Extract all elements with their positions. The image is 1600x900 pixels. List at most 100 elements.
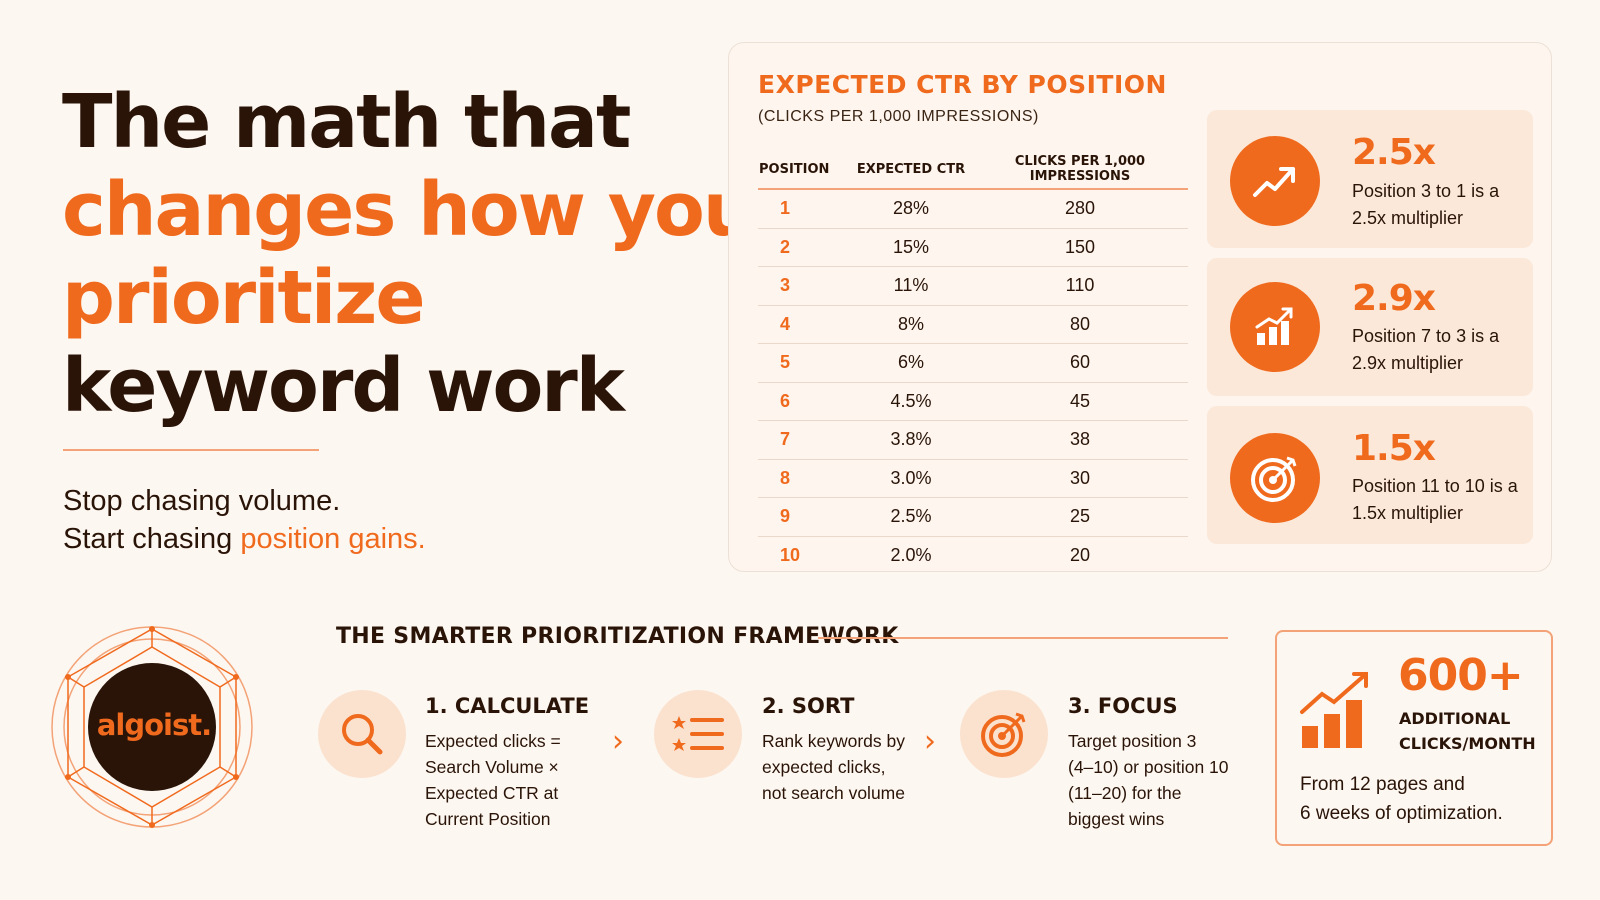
result-body-line: 6 weeks of optimization. (1300, 803, 1503, 824)
ctr-table-header: POSITION EXPECTED CTR CLICKS PER 1,000 I… (758, 150, 1188, 190)
subtitle: Stop chasing volume. Start chasing posit… (63, 482, 426, 558)
row-clicks: 80 (972, 305, 1188, 344)
row-clicks: 45 (972, 382, 1188, 421)
subtitle-highlight: position gains. (240, 523, 426, 555)
row-position: 6 (758, 382, 850, 421)
chevron-right-icon: › (924, 724, 936, 759)
row-position: 2 (758, 228, 850, 267)
row-clicks: 150 (972, 228, 1188, 267)
row-clicks: 38 (972, 420, 1188, 460)
growth-chart-icon (1300, 668, 1376, 755)
multiplier-value-2: 2.9x (1352, 278, 1436, 319)
row-ctr: 3.0% (850, 459, 972, 498)
multiplier-text-1: Position 3 to 1 is a 2.5x multiplier (1352, 181, 1500, 228)
table-row: 2 15% 150 (758, 228, 1188, 267)
chevron-right-icon: › (612, 724, 624, 759)
multiplier-value-3: 1.5x (1352, 428, 1436, 469)
step-2-body: Rank keywords by expected clicks, not se… (762, 728, 905, 806)
row-clicks: 60 (972, 343, 1188, 383)
logo (50, 625, 254, 829)
bar-chart-up-icon (1230, 282, 1320, 372)
result-label: ADDITIONAL CLICKS/MONTH (1399, 706, 1549, 756)
trend-up-icon (1230, 136, 1320, 226)
row-position: 1 (758, 189, 850, 229)
row-ctr: 28% (850, 189, 972, 229)
row-position: 7 (758, 420, 850, 460)
row-position: 5 (758, 343, 850, 383)
table-row: 8 3.0% 30 (758, 459, 1188, 498)
table-row: 1 28% 280 (758, 189, 1188, 229)
row-ctr: 15% (850, 228, 972, 267)
row-position: 8 (758, 459, 850, 498)
target-icon (1230, 433, 1320, 523)
target-icon (960, 690, 1048, 778)
step-3-line: Target position 3 (1068, 731, 1197, 751)
step-1-line: Expected clicks = (425, 731, 561, 751)
row-position: 10 (780, 544, 801, 565)
row-clicks: 25 (972, 497, 1188, 537)
row-clicks: 110 (972, 266, 1188, 306)
ctr-table: POSITION EXPECTED CTR CLICKS PER 1,000 I… (758, 150, 1188, 574)
result-label-line: CLICKS/MONTH (1399, 734, 1536, 753)
row-ctr: 11% (850, 266, 972, 306)
search-icon (318, 690, 406, 778)
table-row: 5 6% 60 (758, 343, 1188, 383)
step-1-line: Search Volume × (425, 757, 559, 777)
framework-divider (818, 637, 1228, 639)
step-2-heading: 2. SORT (762, 694, 855, 718)
table-row: 3 11% 110 (758, 266, 1188, 306)
headline-line-4: keyword work (62, 343, 625, 429)
headline-line-1: The math that (62, 79, 631, 165)
step-1-body: Expected clicks = Search Volume × Expect… (425, 728, 561, 832)
row-position: 3 (758, 266, 850, 306)
header-clicks: CLICKS PER 1,000 IMPRESSIONS (972, 150, 1188, 190)
row-clicks: 30 (972, 459, 1188, 498)
headline-divider (63, 449, 319, 451)
row-ctr: 2.0% (890, 544, 932, 565)
multiplier-text-3: Position 11 to 10 is a 1.5x multiplier (1352, 476, 1518, 523)
headline: The math that changes how you prioritize… (62, 78, 756, 430)
table-row: 7 3.8% 38 (758, 420, 1188, 460)
row-ctr: 6% (850, 343, 972, 383)
headline-line-3: prioritize (62, 255, 426, 341)
row-clicks: 280 (972, 189, 1188, 229)
framework-title: THE SMARTER PRIORITIZATION FRAMEWORK (336, 624, 899, 649)
step-2-line: Rank keywords by (762, 731, 905, 751)
subtitle-prefix: Start chasing (63, 523, 241, 555)
multiplier-value-1: 2.5x (1352, 132, 1436, 173)
row-ctr: 2.5% (850, 497, 972, 537)
row-ctr: 8% (850, 305, 972, 344)
step-3-heading: 3. FOCUS (1068, 694, 1178, 718)
step-3-line: biggest wins (1068, 809, 1165, 829)
result-box (1275, 630, 1553, 846)
table-row: 6 4.5% 45 (758, 382, 1188, 421)
multiplier-text-2: Position 7 to 3 is a 2.9x multiplier (1352, 326, 1500, 373)
ctr-card-subtitle: (CLICKS PER 1,000 IMPRESSIONS) (758, 108, 1039, 125)
row-ctr: 3.8% (850, 420, 972, 460)
step-3-line: (4–10) or position 10 (1068, 757, 1229, 777)
step-1-line: Current Position (425, 809, 551, 829)
result-label-line: ADDITIONAL (1399, 709, 1511, 728)
step-2-line: not search volume (762, 783, 905, 803)
result-body-line: From 12 pages and (1300, 774, 1465, 795)
table-row: 4 8% 80 (758, 305, 1188, 344)
row-clicks: 20 (1069, 544, 1091, 565)
row-position: 4 (758, 305, 850, 344)
header-expected-ctr: EXPECTED CTR (850, 150, 972, 190)
table-row: 9 2.5% 25 (758, 497, 1188, 537)
result-body: From 12 pages and 6 weeks of optimizatio… (1300, 770, 1540, 828)
row-ctr: 4.5% (850, 382, 972, 421)
step-1-heading: 1. CALCULATE (425, 694, 590, 718)
step-3-body: Target position 3 (4–10) or position 10 … (1068, 728, 1229, 832)
table-row: 10 2.0% 20 (758, 536, 1188, 574)
subtitle-line-2: Start chasing position gains. (63, 520, 426, 558)
step-3-line: (11–20) for the (1068, 783, 1182, 803)
step-1-line: Expected CTR at (425, 783, 559, 803)
step-2-line: expected clicks, (762, 757, 886, 777)
subtitle-line-1: Stop chasing volume. (63, 485, 341, 517)
header-position: POSITION (758, 150, 850, 190)
row-position: 9 (758, 497, 850, 537)
headline-line-2: changes how you (62, 167, 756, 253)
ctr-card-title: EXPECTED CTR BY POSITION (758, 70, 1167, 99)
ranked-list-icon (654, 690, 742, 778)
